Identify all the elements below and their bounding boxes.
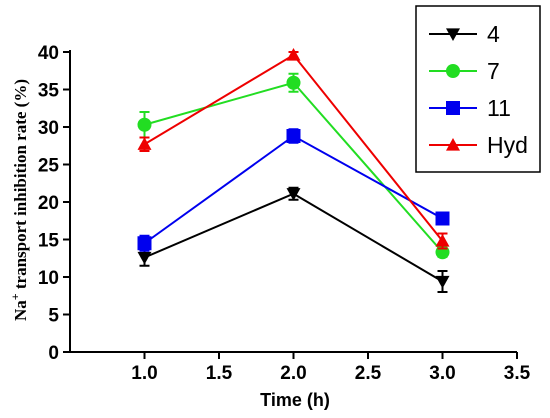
series-hyd — [137, 48, 450, 250]
legend: 4 7 11 Hyd — [415, 5, 541, 173]
x-axis-title: Time (h) — [260, 390, 330, 410]
legend-marker — [446, 138, 460, 151]
series-group — [137, 48, 450, 293]
y-axis-title: Na+ transport inhibition rate (%) — [8, 79, 30, 321]
axes: 0 5 10 15 20 25 30 35 40 1.0 1.5 2.0 2.5 3.0 3.5 — [38, 43, 531, 384]
legend-item-hyd: Hyd — [429, 132, 528, 158]
x-tick-label: 1.5 — [206, 363, 233, 384]
y-tick-label: 5 — [48, 306, 59, 327]
legend-label: 7 — [487, 58, 500, 84]
y-tick-label: 10 — [38, 268, 59, 289]
data-point — [137, 117, 152, 132]
data-point — [137, 251, 152, 265]
y-axis-title-rest: transport inhibition rate (%) — [11, 79, 30, 293]
data-point — [286, 129, 301, 143]
x-tick-label: 2.5 — [355, 363, 382, 384]
y-axis-title-prefix: Na — [11, 300, 30, 321]
y-tick-label: 20 — [38, 193, 59, 214]
data-point — [286, 75, 301, 90]
legend-item-4: 4 — [429, 21, 500, 47]
series-11 — [137, 128, 450, 252]
legend-label: 11 — [487, 95, 511, 121]
series-line — [144, 81, 444, 253]
series-4 — [137, 186, 450, 293]
series-line — [144, 192, 444, 283]
y-tick-label: 30 — [38, 118, 59, 139]
x-tick-label: 1.0 — [131, 363, 157, 384]
legend-label: Hyd — [487, 132, 528, 158]
legend-marker — [446, 64, 460, 78]
y-axis-title-superscript: + — [8, 293, 22, 300]
data-point — [286, 48, 301, 61]
legend-label: 4 — [487, 21, 500, 47]
y-tick-label: 0 — [48, 343, 59, 364]
data-point — [435, 211, 450, 226]
data-point — [137, 137, 152, 150]
legend-marker — [446, 28, 460, 41]
y-tick-label: 35 — [38, 81, 60, 102]
legend-marker — [446, 101, 460, 115]
legend-item-11: 11 — [429, 95, 511, 121]
data-point — [435, 234, 450, 247]
y-tick-label: 15 — [38, 231, 60, 252]
data-point — [435, 275, 450, 289]
data-point — [286, 188, 301, 201]
x-tick-label: 3.0 — [429, 363, 455, 384]
series-7 — [137, 72, 450, 260]
y-tick-label: 40 — [38, 43, 59, 64]
x-tick-label: 2.0 — [280, 363, 306, 384]
data-point — [137, 236, 152, 251]
y-tick-label: 25 — [38, 156, 60, 177]
legend-item-7: 7 — [429, 58, 500, 84]
x-tick-label: 3.5 — [504, 363, 531, 384]
